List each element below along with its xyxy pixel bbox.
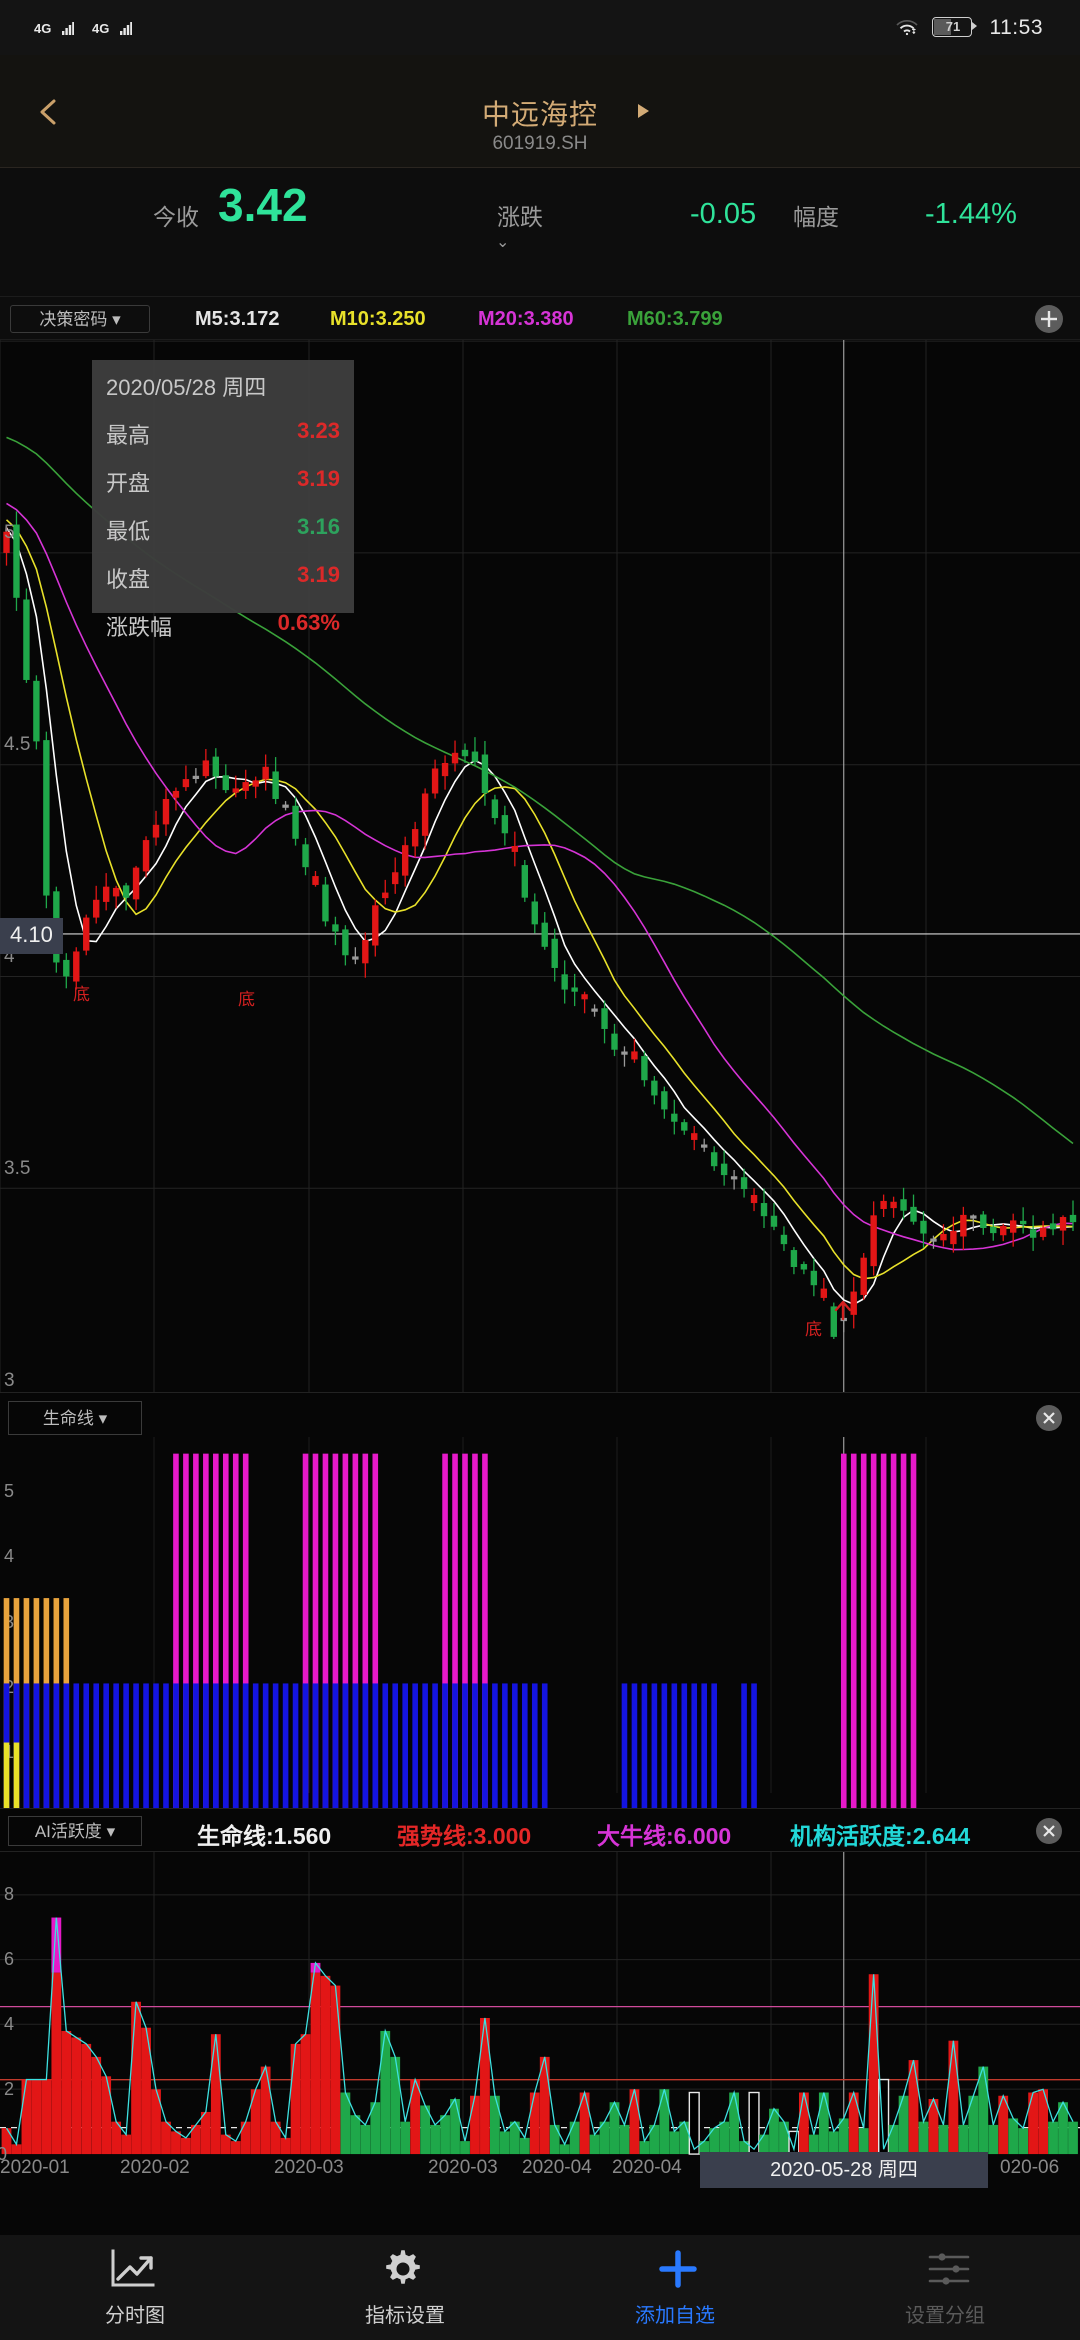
svg-text:4G: 4G (34, 21, 51, 36)
svg-text:4G: 4G (92, 21, 109, 36)
